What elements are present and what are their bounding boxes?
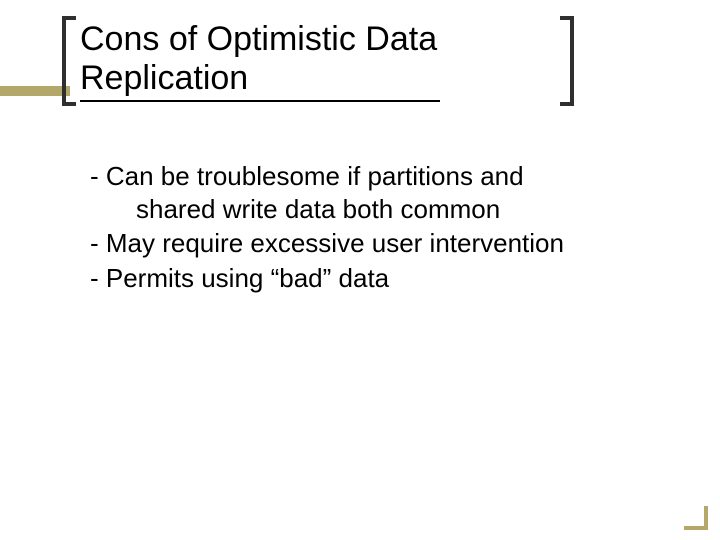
list-item: - Permits using “bad” data [90, 262, 650, 295]
slide-body: - Can be troublesome if partitions and s… [90, 160, 650, 296]
list-item: - Can be troublesome if partitions and s… [90, 160, 650, 225]
corner-accent-icon [684, 506, 708, 530]
list-item-text: - Permits using “bad” data [90, 263, 389, 293]
list-item-cont: shared write data both common [108, 193, 650, 226]
list-item: - May require excessive user interventio… [90, 227, 650, 260]
title-underline [80, 100, 440, 102]
slide-title: Cons of Optimistic Data Replication [80, 20, 550, 98]
accent-bar [0, 86, 70, 96]
title-bracket-left [62, 16, 76, 106]
title-bracket-right [560, 16, 574, 106]
list-item-text: - May require excessive user interventio… [90, 228, 564, 258]
list-item-text: - Can be troublesome if partitions and [90, 161, 524, 191]
